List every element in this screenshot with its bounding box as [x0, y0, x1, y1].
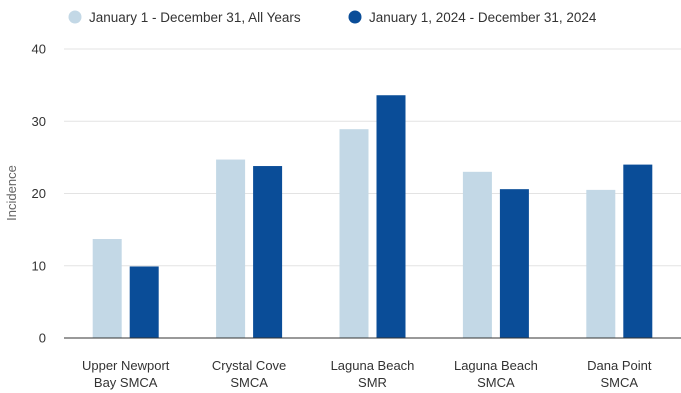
- bars: [92, 95, 653, 339]
- y-tick-label: 30: [32, 114, 46, 129]
- x-tick-label: Upper Newport: [82, 358, 170, 373]
- legend: January 1 - December 31, All Years Januar…: [68, 10, 597, 25]
- x-tick-label: Dana Point: [587, 358, 652, 373]
- legend-marker-2: [348, 10, 362, 24]
- x-tick-label: Laguna Beach: [331, 358, 415, 373]
- bar-series2-cat1: [129, 266, 159, 338]
- y-tick-label: 0: [39, 331, 46, 346]
- x-tick-label: Bay SMCA: [94, 375, 158, 390]
- bar-series2-cat2: [253, 166, 283, 338]
- bar-series1-cat3: [339, 129, 369, 338]
- gridlines: [64, 48, 681, 267]
- x-tick-label: SMCA: [477, 375, 515, 390]
- y-tick-label: 40: [32, 42, 46, 57]
- x-axis-ticks: Upper Newport Bay SMCA Crystal Cove SMCA Lag…: [82, 358, 652, 390]
- legend-label-1: January 1 - December 31, All Years: [89, 10, 301, 25]
- bar-series2-cat4: [499, 189, 529, 338]
- bar-series2-cat3: [376, 95, 406, 339]
- bar-series1-cat2: [216, 159, 246, 338]
- bar-series1-cat4: [462, 171, 492, 338]
- y-tick-label: 10: [32, 258, 46, 273]
- bar-series1-cat5: [586, 189, 616, 338]
- bar-series1-cat1: [92, 239, 122, 338]
- y-axis-ticks: 0 10 20 30 40: [32, 42, 46, 346]
- x-tick-label: SMCA: [601, 375, 639, 390]
- x-tick-label: Laguna Beach: [454, 358, 538, 373]
- legend-label-2: January 1, 2024 - December 31, 2024: [369, 10, 597, 25]
- bar-series2-cat5: [623, 164, 653, 338]
- x-tick-label: SMCA: [230, 375, 268, 390]
- y-tick-label: 20: [32, 186, 46, 201]
- legend-marker-1: [68, 10, 82, 24]
- x-tick-label: Crystal Cove: [212, 358, 286, 373]
- x-tick-label: SMR: [358, 375, 387, 390]
- y-axis-title: Incidence: [4, 165, 19, 221]
